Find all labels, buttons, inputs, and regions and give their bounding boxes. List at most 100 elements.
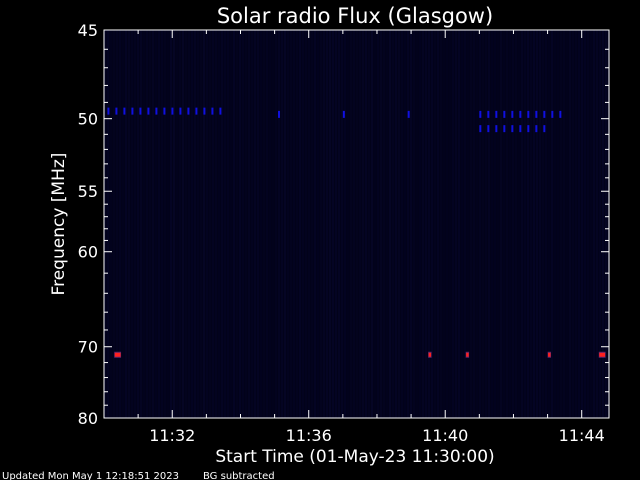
texture-stripe xyxy=(167,30,169,418)
texture-stripe xyxy=(323,30,325,418)
texture-stripe xyxy=(383,30,385,418)
texture-stripe xyxy=(266,30,268,418)
texture-stripe xyxy=(257,30,259,418)
x-tick-label: 11:36 xyxy=(286,426,332,445)
texture-stripe xyxy=(272,30,274,418)
texture-stripe xyxy=(290,30,292,418)
texture-stripe xyxy=(446,30,448,418)
event-burst xyxy=(139,107,142,115)
event-burst xyxy=(115,107,118,115)
texture-stripe xyxy=(305,30,307,418)
texture-stripe xyxy=(134,30,136,418)
texture-stripe xyxy=(362,30,364,418)
texture-stripe xyxy=(455,30,457,418)
texture-stripe xyxy=(542,30,544,418)
texture-stripe xyxy=(275,30,277,418)
event-burst xyxy=(511,125,514,133)
texture-stripe xyxy=(278,30,280,418)
texture-stripe xyxy=(413,30,415,418)
plot-background xyxy=(104,30,609,418)
event-burst xyxy=(171,107,174,115)
texture-stripe xyxy=(371,30,373,418)
event-burst xyxy=(147,107,150,115)
texture-stripe xyxy=(329,30,331,418)
texture-stripe xyxy=(473,30,475,418)
event-burst xyxy=(487,125,490,133)
texture-stripe xyxy=(218,30,220,418)
texture-stripe xyxy=(581,30,583,418)
texture-stripe xyxy=(206,30,208,418)
plot-frame xyxy=(103,29,610,419)
texture-stripe xyxy=(521,30,523,418)
y-tick-label: 70 xyxy=(78,338,98,357)
texture-stripe xyxy=(506,30,508,418)
texture-stripe xyxy=(284,30,286,418)
texture-stripe xyxy=(500,30,502,418)
event-burst xyxy=(535,110,538,118)
event-burst xyxy=(479,110,482,118)
texture-stripe xyxy=(557,30,559,418)
texture-stripe xyxy=(491,30,493,418)
texture-stripe xyxy=(188,30,190,418)
texture-stripe xyxy=(584,30,586,418)
texture-stripe xyxy=(179,30,181,418)
y-tick-label: 80 xyxy=(78,409,98,428)
texture-stripe xyxy=(482,30,484,418)
texture-stripe xyxy=(359,30,361,418)
texture-stripe xyxy=(143,30,145,418)
event-burst xyxy=(527,110,530,118)
texture-stripe xyxy=(137,30,139,418)
event-burst xyxy=(203,107,206,115)
texture-stripe xyxy=(152,30,154,418)
texture-stripe xyxy=(458,30,460,418)
x-tick-label: 11:32 xyxy=(149,426,195,445)
texture-stripe xyxy=(560,30,562,418)
event-burst xyxy=(466,352,469,357)
texture-stripe xyxy=(149,30,151,418)
texture-stripe xyxy=(431,30,433,418)
y-axis: 45 50 55 60 70 80 xyxy=(78,21,609,428)
texture-stripe xyxy=(122,30,124,418)
x-axis-label: Start Time (01-May-23 11:30:00) xyxy=(215,447,494,467)
texture-stripe xyxy=(449,30,451,418)
texture-stripe xyxy=(572,30,574,418)
event-burst xyxy=(543,125,546,133)
texture-stripe xyxy=(230,30,232,418)
texture-stripe xyxy=(476,30,478,418)
texture-stripe xyxy=(578,30,580,418)
texture-stripe xyxy=(422,30,424,418)
texture-stripe xyxy=(503,30,505,418)
texture-stripe xyxy=(107,30,109,418)
texture-stripe xyxy=(563,30,565,418)
texture-stripe xyxy=(203,30,205,418)
texture-stripe xyxy=(260,30,262,418)
event-burst xyxy=(114,352,121,357)
texture-stripe xyxy=(110,30,112,418)
event-burst xyxy=(278,110,281,118)
texture-stripe xyxy=(443,30,445,418)
texture-stripe xyxy=(527,30,529,418)
texture-stripe xyxy=(353,30,355,418)
event-burst xyxy=(479,125,482,133)
texture-stripe xyxy=(407,30,409,418)
texture-stripe xyxy=(311,30,313,418)
texture-stripe xyxy=(191,30,193,418)
event-burst xyxy=(535,125,538,133)
event-burst xyxy=(407,110,410,118)
texture-stripe xyxy=(215,30,217,418)
texture-stripe xyxy=(599,30,601,418)
texture-stripe xyxy=(242,30,244,418)
texture-stripe xyxy=(416,30,418,418)
x-tick-label: 11:40 xyxy=(422,426,468,445)
texture-stripe xyxy=(398,30,400,418)
texture-stripe xyxy=(545,30,547,418)
y-tick-label: 45 xyxy=(78,21,98,40)
texture-stripe xyxy=(596,30,598,418)
texture-stripe xyxy=(485,30,487,418)
event-burst xyxy=(519,110,522,118)
event-burst xyxy=(107,107,110,115)
texture-stripe xyxy=(602,30,604,418)
texture-stripe xyxy=(380,30,382,418)
texture-stripe xyxy=(605,30,607,418)
